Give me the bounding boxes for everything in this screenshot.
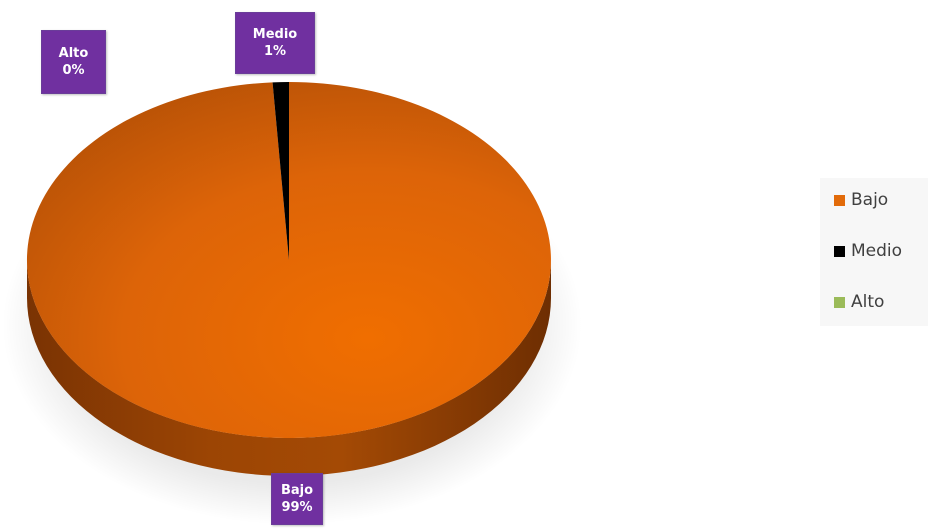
- pie-slice-medio: [272, 82, 289, 260]
- legend: Bajo Medio Alto: [820, 178, 928, 326]
- data-label-category: Alto: [58, 46, 89, 61]
- data-label-bajo: Bajo 99%: [271, 473, 323, 525]
- legend-swatch: [834, 296, 845, 308]
- legend-label: Alto: [851, 292, 885, 312]
- legend-item-medio: Medio: [834, 241, 928, 261]
- data-label-medio: Medio 1%: [235, 12, 315, 74]
- pie-side-wall: [27, 260, 551, 476]
- legend-swatch: [834, 245, 845, 257]
- data-label-value: 99%: [281, 500, 313, 515]
- legend-item-alto: Alto: [834, 292, 928, 312]
- data-label-value: 1%: [263, 44, 287, 59]
- legend-swatch: [834, 194, 845, 206]
- legend-label: Medio: [851, 241, 903, 261]
- data-label-category: Medio: [252, 27, 298, 42]
- data-label-value: 0%: [62, 63, 85, 78]
- data-label-alto: Alto 0%: [41, 30, 106, 94]
- legend-item-bajo: Bajo: [834, 190, 928, 210]
- pie-slices: [26, 82, 551, 438]
- data-label-category: Bajo: [280, 483, 314, 498]
- pie-slice-bajo: [26, 82, 551, 438]
- legend-label: Bajo: [851, 190, 889, 210]
